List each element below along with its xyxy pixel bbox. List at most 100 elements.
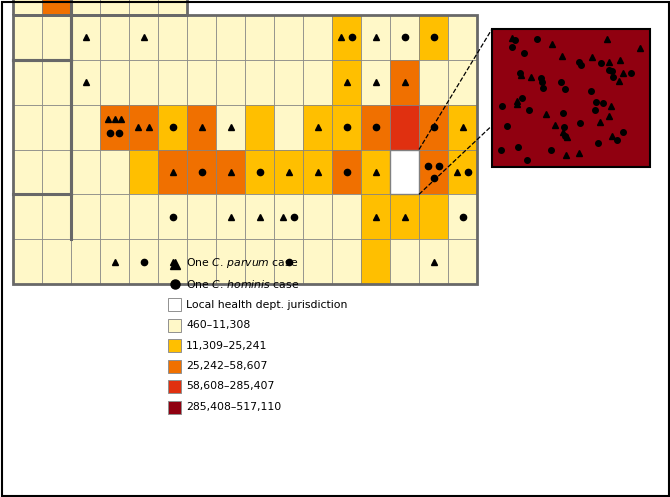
Bar [216,194,245,239]
Bar [158,194,187,239]
Bar [361,105,390,150]
Text: 460–11,308: 460–11,308 [186,320,251,330]
Text: One $C.\,hominis$ case: One $C.\,hominis$ case [186,278,299,290]
Bar [332,15,361,60]
Bar [419,60,448,105]
Bar [216,150,245,194]
Bar [71,194,100,239]
Bar [216,15,245,60]
Bar [448,105,477,150]
Bar [390,60,419,105]
Bar [303,60,332,105]
Bar [216,105,245,150]
Bar [419,105,448,150]
Bar [129,15,158,60]
Text: 11,309–25,241: 11,309–25,241 [186,340,267,350]
Bar [13,194,42,239]
Bar [158,0,187,15]
Bar [448,150,477,194]
Bar [158,239,187,284]
Bar [168,298,181,311]
Text: 25,242–58,607: 25,242–58,607 [186,361,267,371]
Bar [13,0,42,15]
Bar [42,239,71,284]
Bar [448,194,477,239]
Bar [42,194,71,239]
Bar [100,0,129,15]
Bar [245,150,274,194]
Bar [245,15,274,60]
Bar [71,105,100,150]
Text: Local health dept. jurisdiction: Local health dept. jurisdiction [186,300,347,310]
Bar [158,60,187,105]
Bar [13,15,477,284]
Bar [390,105,419,150]
Bar [245,105,274,150]
Bar [303,105,332,150]
Bar [71,0,100,15]
Bar [303,239,332,284]
Bar [390,194,419,239]
Bar [42,0,71,15]
Bar [129,150,158,194]
Bar [187,15,216,60]
Bar [419,15,448,60]
Bar [216,60,245,105]
Bar [13,0,187,15]
Bar [390,15,419,60]
Bar [274,15,303,60]
Bar [303,150,332,194]
Bar [129,60,158,105]
Bar [42,15,71,60]
Bar [100,60,129,105]
Bar [245,239,274,284]
Bar [71,15,100,60]
Bar [158,105,187,150]
Bar [100,194,129,239]
Bar [100,105,129,150]
Bar [492,29,650,167]
Bar [187,239,216,284]
Bar [168,319,181,331]
Bar [361,239,390,284]
Bar [361,194,390,239]
Bar [274,239,303,284]
Bar [332,60,361,105]
Bar [332,194,361,239]
Bar [332,150,361,194]
Bar [129,105,158,150]
Bar [361,15,390,60]
Bar [216,239,245,284]
Bar [168,359,181,372]
Bar [158,150,187,194]
Bar [332,239,361,284]
Bar [13,105,42,150]
Bar [274,194,303,239]
Bar [42,60,71,105]
Bar [42,150,71,194]
Bar [129,0,158,15]
Bar [100,239,129,284]
Bar [158,15,187,60]
Bar [100,15,129,60]
Bar [274,105,303,150]
Bar [13,239,42,284]
Bar [187,60,216,105]
Bar [390,150,419,194]
Bar [13,60,42,105]
Bar [303,15,332,60]
Bar [390,150,419,194]
Bar [100,150,129,194]
Bar [71,150,100,194]
Bar [168,401,181,414]
Bar [361,60,390,105]
Bar [390,239,419,284]
Bar [448,239,477,284]
Text: 58,608–285,407: 58,608–285,407 [186,382,275,392]
Bar [13,150,42,194]
Bar [448,60,477,105]
Bar [274,150,303,194]
Bar [187,105,216,150]
Bar [332,105,361,150]
Bar [245,194,274,239]
